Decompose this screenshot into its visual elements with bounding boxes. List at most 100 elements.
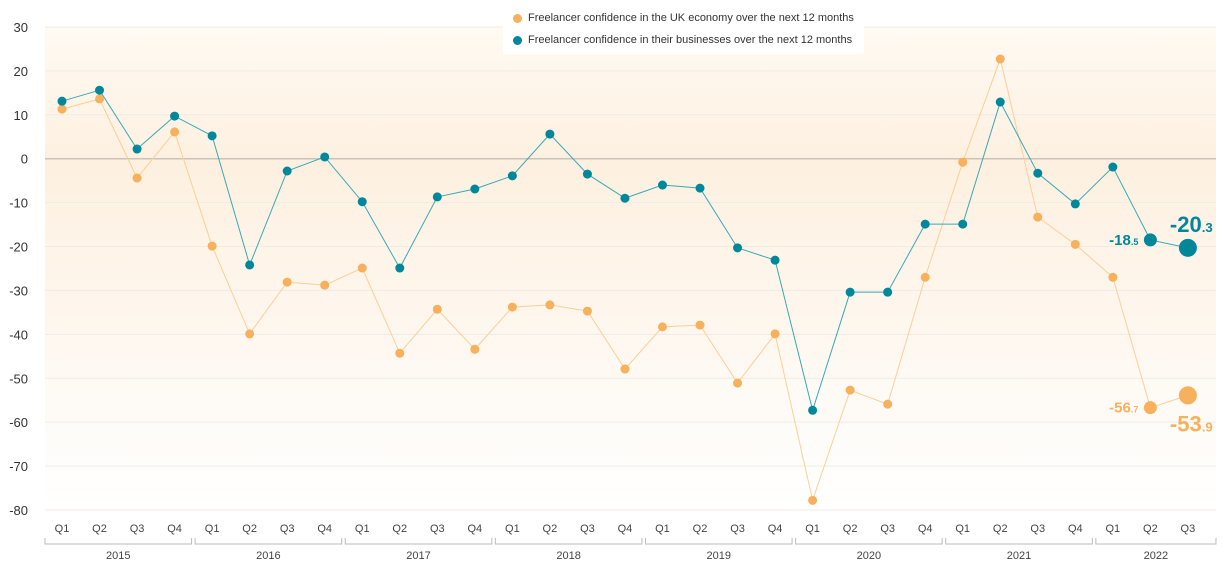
x-tick-label: Q1 — [505, 523, 520, 535]
data-point — [733, 243, 743, 253]
value-annotation: -18.5 — [1109, 232, 1138, 249]
data-point — [57, 96, 67, 106]
x-tick-label: Q4 — [768, 523, 783, 535]
data-point — [507, 171, 517, 181]
x-tick-label: Q3 — [430, 523, 445, 535]
data-point — [582, 306, 592, 316]
data-point — [1108, 162, 1118, 172]
y-tick-label: -10 — [9, 196, 28, 211]
data-point — [1070, 199, 1080, 209]
value-annotation: -56.7 — [1109, 400, 1138, 417]
x-tick-label: Q4 — [317, 523, 332, 535]
data-point — [432, 304, 442, 314]
y-tick-label: -60 — [9, 415, 28, 430]
data-point — [545, 129, 555, 139]
y-tick-label: -70 — [9, 459, 28, 474]
x-tick-label: Q2 — [993, 523, 1008, 535]
value-annotation: -53.9 — [1170, 411, 1213, 436]
year-bracket — [945, 538, 1093, 545]
plot-background — [45, 26, 1216, 510]
data-point — [1033, 168, 1043, 178]
data-point — [245, 260, 255, 270]
x-tick-label: Q2 — [843, 523, 858, 535]
year-label: 2018 — [556, 550, 580, 562]
year-bracket — [344, 538, 493, 545]
data-point — [845, 287, 855, 297]
year-bracket — [194, 538, 343, 545]
legend-item-businesses: Freelancer confidence in their businesse… — [513, 29, 854, 51]
x-tick-label: Q2 — [242, 523, 257, 535]
data-point — [395, 263, 405, 273]
y-tick-label: -20 — [9, 240, 28, 255]
legend-marker — [513, 35, 522, 45]
data-point — [1178, 386, 1197, 405]
x-tick-label: Q1 — [955, 523, 970, 535]
data-point — [770, 329, 780, 339]
year-label: 2015 — [106, 550, 130, 562]
y-tick-label: -30 — [9, 283, 28, 298]
x-tick-label: Q2 — [693, 523, 708, 535]
x-tick-label: Q2 — [543, 523, 558, 535]
x-tick-label: Q4 — [167, 523, 182, 535]
data-point — [1178, 238, 1197, 257]
legend: Freelancer confidence in the UK economy … — [503, 4, 864, 54]
x-tick-label: Q1 — [1105, 523, 1120, 535]
data-point — [57, 104, 67, 114]
data-point — [282, 166, 292, 176]
data-point — [320, 280, 330, 290]
year-bracket — [44, 538, 193, 545]
year-bracket — [644, 538, 793, 545]
data-point — [357, 263, 367, 273]
year-label: 2016 — [256, 550, 280, 562]
data-point — [432, 192, 442, 202]
data-point — [733, 378, 743, 388]
data-point — [207, 241, 217, 251]
data-point — [1033, 212, 1043, 222]
x-tick-label: Q3 — [730, 523, 745, 535]
y-tick-label: -40 — [9, 327, 28, 342]
legend-marker — [513, 13, 522, 23]
x-tick-label: Q4 — [1068, 523, 1083, 535]
data-point — [920, 219, 930, 229]
x-tick-label: Q1 — [55, 523, 70, 535]
x-tick-label: Q3 — [880, 523, 895, 535]
year-bracket — [494, 538, 643, 545]
x-tick-label: Q4 — [467, 523, 482, 535]
value-annotation: -20.3 — [1170, 212, 1213, 237]
x-tick-label: Q2 — [92, 523, 107, 535]
data-point — [695, 183, 705, 193]
x-tick-label: Q4 — [918, 523, 933, 535]
data-point — [207, 131, 217, 141]
data-point — [470, 184, 480, 194]
data-point — [883, 287, 893, 297]
data-point — [95, 94, 105, 104]
data-point — [657, 322, 667, 332]
data-point — [170, 111, 180, 121]
year-label: 2021 — [1007, 550, 1031, 562]
x-tick-label: Q3 — [1181, 523, 1196, 535]
x-tick-label: Q3 — [280, 523, 295, 535]
year-label: 2022 — [1144, 550, 1168, 562]
data-point — [357, 197, 367, 207]
y-tick-label: 10 — [14, 108, 28, 123]
data-point — [958, 219, 968, 229]
data-point — [282, 277, 292, 287]
year-bracket — [1095, 538, 1217, 545]
x-tick-label: Q1 — [655, 523, 670, 535]
data-point — [545, 300, 555, 310]
data-point — [245, 329, 255, 339]
x-tick-label: Q4 — [618, 523, 633, 535]
data-point — [995, 97, 1005, 107]
data-point — [883, 399, 893, 409]
year-label: 2020 — [857, 550, 881, 562]
x-tick-label: Q2 — [392, 523, 407, 535]
data-point — [770, 255, 780, 265]
x-tick-label: Q3 — [1030, 523, 1045, 535]
legend-item-uk-economy: Freelancer confidence in the UK economy … — [513, 7, 854, 29]
y-tick-label: -50 — [9, 371, 28, 386]
data-point — [808, 405, 818, 415]
data-point — [170, 127, 180, 137]
y-tick-label: 20 — [14, 64, 28, 79]
data-point — [920, 272, 930, 282]
